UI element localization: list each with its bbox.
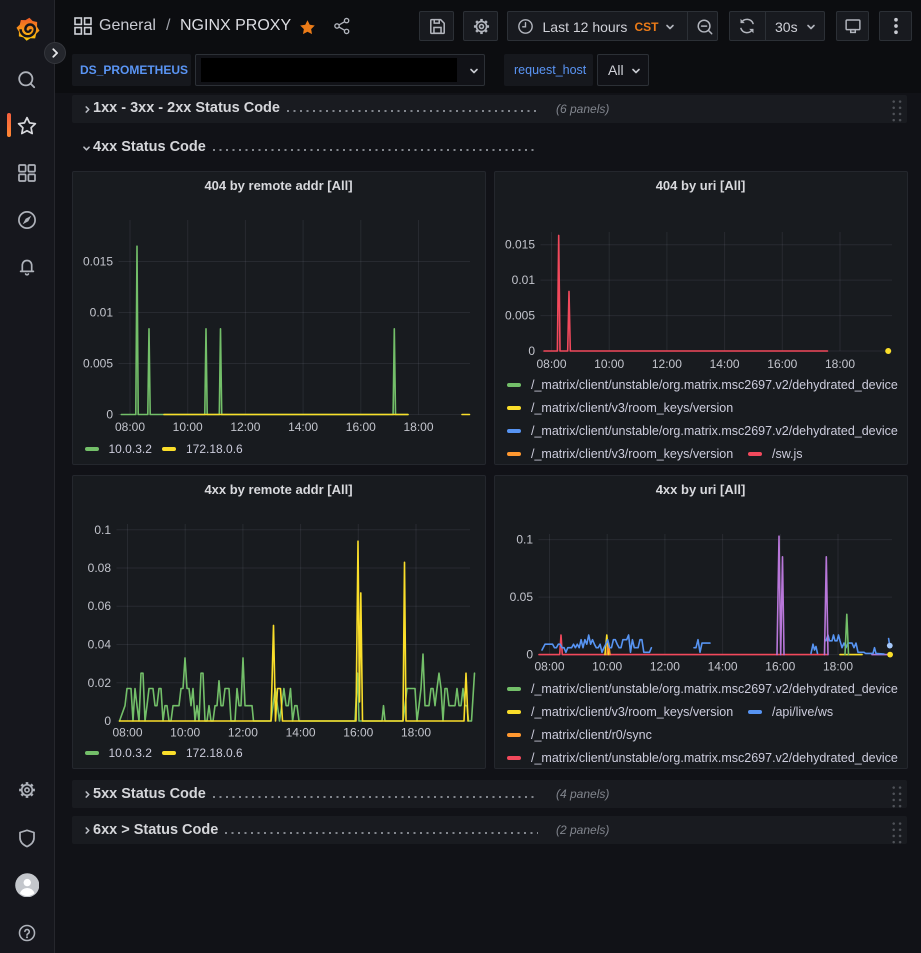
svg-text:16:00: 16:00: [345, 419, 375, 433]
svg-text:16:00: 16:00: [765, 659, 795, 673]
svg-text:0.01: 0.01: [89, 305, 113, 319]
svg-text:0.05: 0.05: [509, 590, 533, 604]
svg-text:0.015: 0.015: [82, 254, 112, 268]
svg-text:12:00: 12:00: [651, 356, 681, 370]
svg-text:12:00: 12:00: [230, 419, 260, 433]
svg-text:12:00: 12:00: [227, 725, 257, 739]
svg-text:16:00: 16:00: [343, 725, 373, 739]
svg-text:0.005: 0.005: [82, 356, 112, 370]
svg-text:10:00: 10:00: [592, 659, 622, 673]
svg-text:18:00: 18:00: [403, 419, 433, 433]
svg-text:18:00: 18:00: [400, 725, 430, 739]
svg-text:0.04: 0.04: [87, 637, 111, 651]
svg-text:0.02: 0.02: [87, 675, 111, 689]
svg-text:0: 0: [526, 647, 533, 661]
svg-text:08:00: 08:00: [112, 725, 142, 739]
svg-text:16:00: 16:00: [767, 356, 797, 370]
svg-text:0.015: 0.015: [504, 237, 534, 251]
svg-text:14:00: 14:00: [288, 419, 318, 433]
svg-text:0: 0: [106, 407, 113, 421]
svg-text:0.1: 0.1: [516, 532, 533, 546]
svg-text:14:00: 14:00: [285, 725, 315, 739]
svg-text:0.1: 0.1: [94, 522, 111, 536]
svg-text:10:00: 10:00: [170, 725, 200, 739]
svg-text:0.08: 0.08: [87, 561, 111, 575]
svg-text:08:00: 08:00: [114, 419, 144, 433]
svg-text:14:00: 14:00: [707, 659, 737, 673]
svg-text:18:00: 18:00: [822, 659, 852, 673]
svg-text:12:00: 12:00: [649, 659, 679, 673]
svg-text:0.06: 0.06: [87, 599, 111, 613]
svg-text:08:00: 08:00: [536, 356, 566, 370]
svg-text:0.01: 0.01: [511, 273, 535, 287]
svg-text:0: 0: [528, 344, 535, 358]
svg-text:0: 0: [104, 714, 111, 728]
svg-text:14:00: 14:00: [709, 356, 739, 370]
svg-text:08:00: 08:00: [534, 659, 564, 673]
svg-text:0.005: 0.005: [504, 308, 534, 322]
svg-text:18:00: 18:00: [824, 356, 854, 370]
svg-text:10:00: 10:00: [594, 356, 624, 370]
svg-text:10:00: 10:00: [172, 419, 202, 433]
